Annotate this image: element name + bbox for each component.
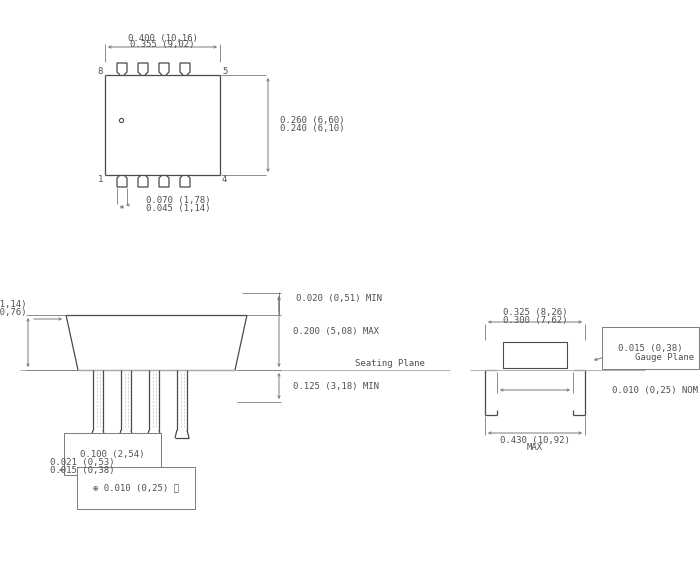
Text: MAX: MAX bbox=[527, 443, 543, 452]
Text: 0.430 (10,92): 0.430 (10,92) bbox=[500, 436, 570, 444]
Text: 0.325 (8,26): 0.325 (8,26) bbox=[503, 308, 567, 317]
Text: 0.015 (0,38): 0.015 (0,38) bbox=[618, 343, 682, 352]
Text: ⊕ 0.010 (0,25) Ⓜ: ⊕ 0.010 (0,25) Ⓜ bbox=[93, 483, 179, 492]
Text: Gauge Plane: Gauge Plane bbox=[636, 352, 694, 362]
Text: 0.100 (2,54): 0.100 (2,54) bbox=[80, 449, 144, 459]
Text: 5: 5 bbox=[222, 67, 228, 76]
Text: 0.020 (0,51) MIN: 0.020 (0,51) MIN bbox=[296, 293, 382, 302]
Bar bbox=[503, 342, 567, 368]
Text: 0.260 (6,60): 0.260 (6,60) bbox=[280, 115, 344, 125]
Text: 0.030 (0,76): 0.030 (0,76) bbox=[0, 308, 26, 316]
Text: 0.200 (5,08) MAX: 0.200 (5,08) MAX bbox=[293, 327, 379, 336]
Text: 0.045 (1,14): 0.045 (1,14) bbox=[0, 301, 26, 309]
Text: 0.070 (1,78): 0.070 (1,78) bbox=[146, 196, 210, 205]
Text: 0.021 (0,53): 0.021 (0,53) bbox=[50, 459, 114, 467]
Text: 0.045 (1,14): 0.045 (1,14) bbox=[146, 204, 210, 212]
Text: 4: 4 bbox=[222, 174, 228, 184]
Text: 0.240 (6,10): 0.240 (6,10) bbox=[280, 123, 344, 133]
Text: 1: 1 bbox=[97, 174, 103, 184]
Text: 0.010 (0,25) NOM: 0.010 (0,25) NOM bbox=[612, 386, 698, 394]
Text: 0.355 (9,02): 0.355 (9,02) bbox=[130, 41, 195, 49]
Text: 0.125 (3,18) MIN: 0.125 (3,18) MIN bbox=[293, 382, 379, 390]
Text: 0.400 (10,16): 0.400 (10,16) bbox=[127, 33, 197, 42]
Text: Seating Plane: Seating Plane bbox=[355, 359, 425, 367]
Text: 8: 8 bbox=[97, 67, 103, 76]
Text: 0.300 (7,62): 0.300 (7,62) bbox=[503, 316, 567, 324]
Text: 0.015 (0,38): 0.015 (0,38) bbox=[50, 466, 114, 475]
